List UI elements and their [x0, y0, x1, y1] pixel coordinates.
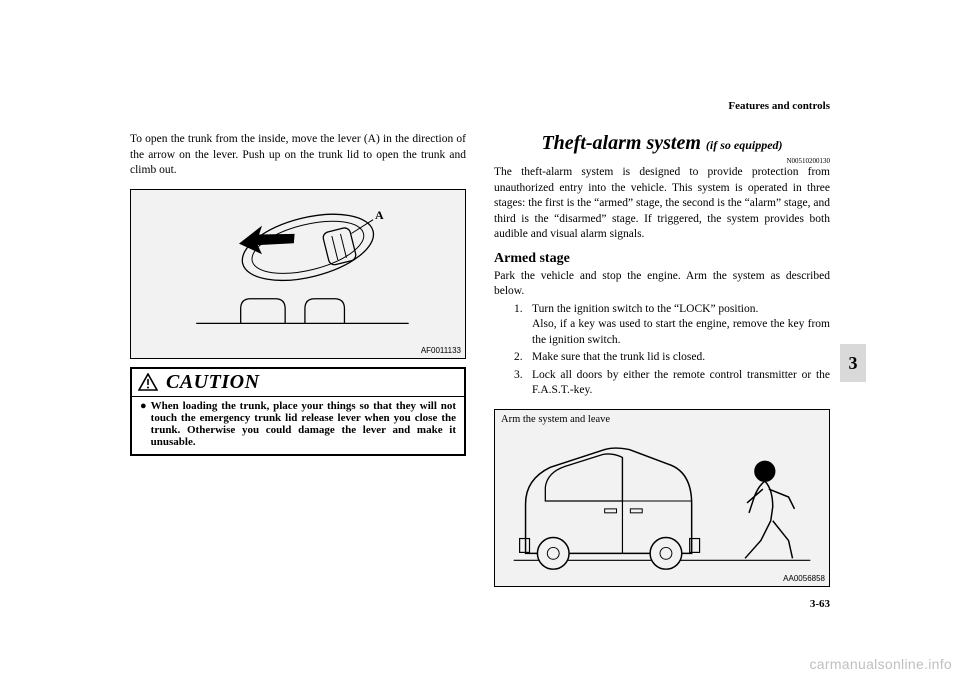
figure2-label: Arm the system and leave [501, 414, 610, 425]
step-number: 1. [514, 302, 528, 349]
content-columns: To open the trunk from the inside, move … [130, 132, 830, 587]
list-item: 2. Make sure that the trunk lid is close… [514, 350, 830, 366]
trunk-open-text: To open the trunk from the inside, move … [130, 132, 466, 179]
step-number: 3. [514, 368, 528, 399]
label-a: A [375, 208, 384, 223]
warning-triangle-icon [138, 373, 158, 391]
caution-body: ● When loading the trunk, place your thi… [132, 397, 464, 454]
watermark: carmanualsonline.info [810, 656, 953, 672]
figure2-code: AA0056858 [783, 574, 825, 583]
armed-steps-list: 1. Turn the ignition switch to the “LOCK… [494, 302, 830, 399]
list-item: 1. Turn the ignition switch to the “LOCK… [514, 302, 830, 349]
page-number: 3-63 [810, 598, 830, 610]
ref-code: N00510200130 [494, 157, 830, 165]
figure-arm-leave: Arm the system and leave [494, 409, 830, 587]
bullet-icon: ● [140, 400, 147, 448]
arm-leave-illustration [495, 410, 829, 586]
title-main: Theft-alarm system [541, 132, 700, 154]
list-item: 3. Lock all doors by either the remote c… [514, 368, 830, 399]
left-column: To open the trunk from the inside, move … [130, 132, 466, 587]
armed-stage-intro: Park the vehicle and stop the engine. Ar… [494, 269, 830, 300]
caution-body-text: When loading the trunk, place your thing… [151, 400, 456, 448]
step-number: 2. [514, 350, 528, 366]
caution-title: CAUTION [166, 371, 260, 394]
section-header: Features and controls [728, 100, 830, 112]
figure-trunk-lever: A AF0011133 [130, 189, 466, 359]
step-text: Turn the ignition switch to the “LOCK” p… [532, 303, 758, 315]
theft-alarm-desc: The theft-alarm system is designed to pr… [494, 165, 830, 243]
chapter-tab: 3 [840, 344, 866, 382]
theft-alarm-title: Theft-alarm system (if so equipped) [494, 132, 830, 155]
title-suffix: (if so equipped) [706, 138, 783, 152]
caution-title-row: CAUTION [132, 369, 464, 397]
figure1-code: AF0011133 [421, 346, 461, 355]
right-column: Theft-alarm system (if so equipped) N005… [494, 132, 830, 587]
step-text: Lock all doors by either the remote cont… [532, 368, 830, 399]
caution-box: CAUTION ● When loading the trunk, place … [130, 367, 466, 456]
step-text: Make sure that the trunk lid is closed. [532, 350, 830, 366]
trunk-lever-illustration [131, 190, 465, 358]
armed-stage-heading: Armed stage [494, 251, 830, 267]
step-text-cont: Also, if a key was used to start the eng… [532, 318, 830, 346]
